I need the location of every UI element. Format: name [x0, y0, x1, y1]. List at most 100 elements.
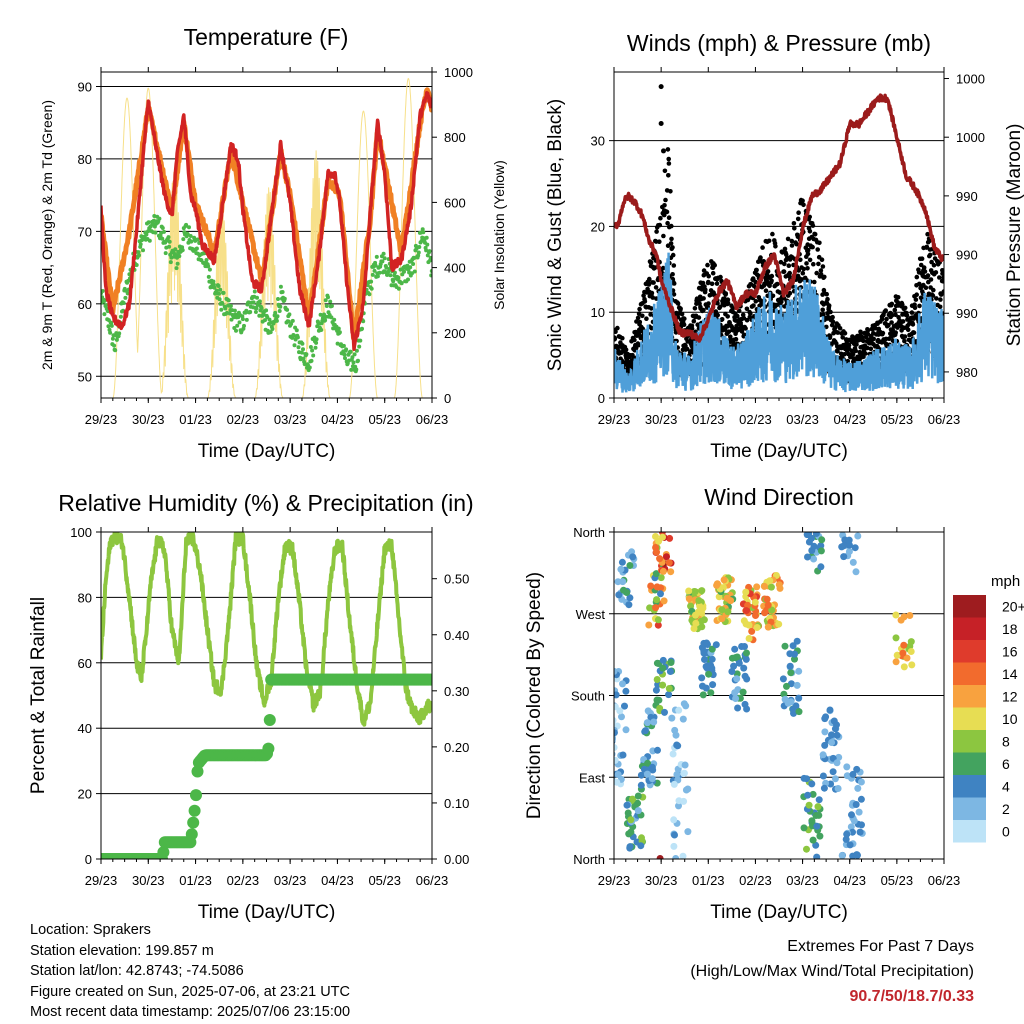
dewpoint-point — [278, 304, 283, 309]
gust-point — [805, 266, 810, 271]
gust-point — [670, 252, 676, 258]
series-station-pressure — [614, 93, 944, 343]
gust-point — [800, 270, 806, 276]
direction-point — [787, 669, 795, 677]
dewpoint-point — [217, 291, 221, 296]
direction-point — [653, 596, 661, 604]
direction-point — [908, 661, 916, 669]
gust-point — [900, 302, 905, 308]
dewpoint-point — [354, 348, 359, 353]
direction-point — [723, 594, 731, 602]
dewpoint-point — [337, 330, 342, 335]
gust-point — [696, 315, 702, 320]
gust-point — [889, 313, 895, 318]
gust-point — [637, 306, 642, 312]
dewpoint-point — [300, 341, 305, 346]
dewpoint-point — [375, 274, 380, 279]
gust-point — [671, 263, 677, 268]
y-right-tick-label: 0.10 — [444, 796, 469, 811]
gust-point — [871, 336, 876, 342]
gust-point — [886, 322, 891, 328]
dewpoint-point — [377, 270, 382, 275]
direction-point — [637, 842, 645, 850]
x-tick-label: 30/23 — [645, 412, 678, 427]
gust-point — [770, 293, 776, 299]
gust-point — [751, 303, 756, 308]
gust-point — [938, 292, 944, 297]
colorbar-tick: 18 — [1002, 621, 1018, 637]
gust-point — [922, 269, 928, 274]
gust-point — [681, 322, 687, 328]
dewpoint-point — [329, 304, 334, 308]
station-latlon: Station lat/lon: 42.8743; -74.5086 — [30, 963, 244, 979]
direction-point — [621, 702, 628, 710]
gust-point — [658, 84, 664, 90]
dewpoint-point — [344, 347, 349, 352]
dewpoint-point — [195, 237, 200, 242]
direction-point — [732, 695, 740, 702]
dewpoint-point — [206, 274, 211, 279]
dewpoint-point — [352, 352, 357, 357]
direction-point — [618, 558, 626, 566]
dewpoint-point — [228, 304, 233, 308]
gust-point — [646, 282, 652, 287]
dewpoint-point — [336, 326, 341, 331]
x-tick-label: 02/23 — [739, 412, 772, 427]
gust-point — [632, 337, 637, 343]
direction-point — [614, 744, 618, 751]
direction-point — [753, 583, 761, 591]
direction-point — [690, 588, 698, 595]
direction-point — [763, 595, 771, 603]
direction-point — [892, 634, 900, 642]
gust-point — [791, 221, 797, 226]
direction-point — [648, 775, 656, 783]
dewpoint-point — [388, 273, 393, 278]
gust-point — [725, 300, 731, 306]
gust-point — [733, 336, 739, 342]
gust-point — [634, 319, 639, 324]
direction-point — [670, 842, 678, 850]
direction-point — [619, 680, 626, 688]
x-tick-label: 02/23 — [227, 873, 260, 888]
gust-point — [725, 297, 731, 303]
colorbar-label: mph — [991, 573, 1020, 590]
direction-point — [783, 682, 790, 690]
dewpoint-point — [189, 239, 194, 244]
direction-point — [856, 828, 864, 836]
y-tick-label: 50 — [78, 369, 92, 384]
direction-point — [745, 621, 753, 629]
direction-point — [793, 637, 801, 645]
gust-point — [726, 329, 732, 335]
direction-point — [751, 598, 759, 606]
gust-point — [666, 156, 671, 162]
direction-point — [745, 635, 753, 642]
direction-point — [646, 604, 654, 612]
precipitation-point — [185, 828, 198, 841]
gust-point — [941, 289, 944, 294]
gust-point — [671, 292, 677, 297]
direction-point — [652, 570, 660, 578]
direction-point — [665, 691, 673, 699]
gust-point — [892, 307, 898, 313]
direction-point — [821, 715, 829, 723]
y-tick-label: 60 — [78, 656, 92, 671]
gust-point — [919, 256, 925, 262]
gust-point — [663, 197, 668, 203]
direction-point — [804, 553, 811, 561]
dewpoint-point — [141, 248, 145, 253]
direction-point — [815, 796, 823, 804]
gust-point — [787, 270, 792, 276]
x-tick-label: 30/23 — [645, 873, 678, 888]
direction-point — [793, 681, 801, 689]
direction-point — [649, 766, 657, 774]
direction-point — [666, 668, 674, 675]
direction-point — [675, 797, 683, 805]
dewpoint-point — [168, 260, 173, 265]
dewpoint-point — [253, 310, 258, 314]
direction-point — [852, 801, 860, 808]
direction-point — [903, 654, 911, 662]
direction-point — [828, 739, 836, 746]
direction-point — [814, 803, 822, 811]
direction-point — [816, 832, 824, 840]
dewpoint-point — [173, 247, 178, 252]
